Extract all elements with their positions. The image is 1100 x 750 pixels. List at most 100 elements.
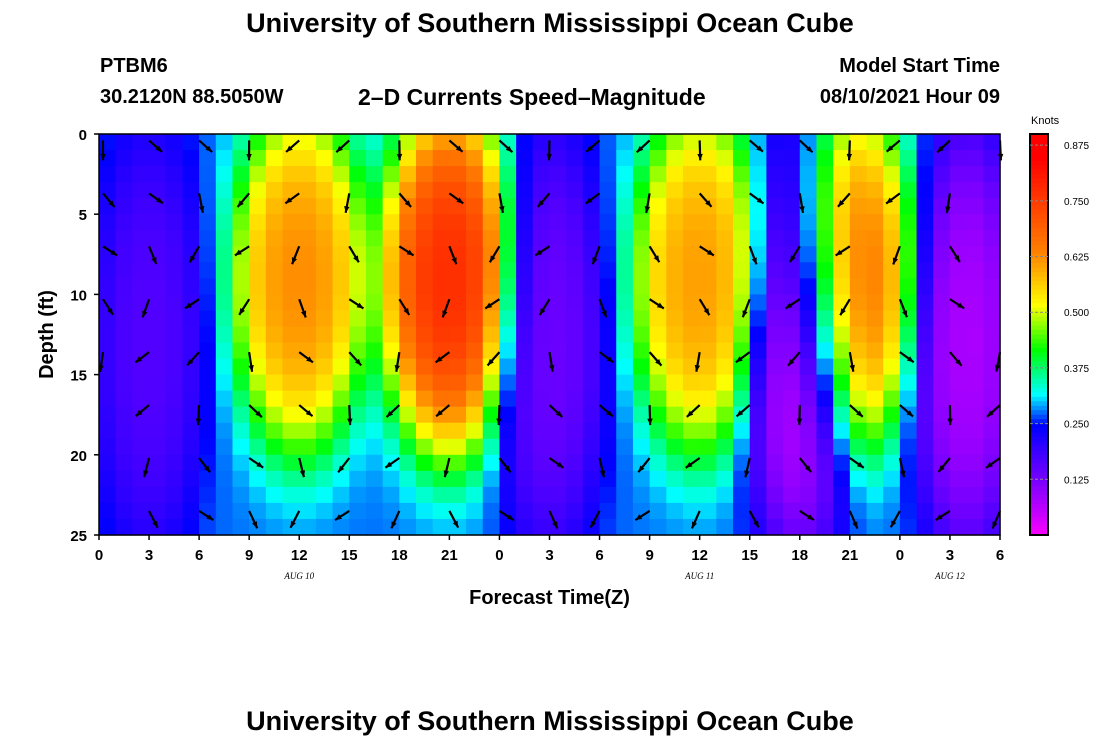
- heatmap-cell: [799, 438, 818, 456]
- heatmap-cell: [516, 470, 534, 488]
- heatmap-cell: [849, 166, 868, 183]
- heatmap-cell: [699, 518, 717, 536]
- heatmap-cell: [416, 262, 434, 279]
- heatmap-cell: [165, 326, 184, 344]
- heatmap-cell: [265, 502, 284, 520]
- heatmap-cell: [966, 374, 984, 392]
- heatmap-cell: [582, 502, 601, 520]
- heatmap-cell: [816, 518, 834, 536]
- heatmap-cell: [949, 182, 968, 199]
- heatmap-cell: [849, 246, 868, 263]
- heatmap-cell: [816, 134, 834, 151]
- heatmap-cell: [933, 390, 951, 408]
- colorbar-segment: [1030, 236, 1048, 242]
- heatmap-cell: [365, 278, 384, 295]
- heatmap-cell: [716, 374, 734, 392]
- heatmap-cell: [783, 454, 801, 472]
- heatmap-cell: [816, 390, 834, 408]
- heatmap-cell: [315, 246, 334, 263]
- heatmap-cell: [599, 502, 617, 520]
- heatmap-cell: [632, 374, 651, 392]
- heatmap-cell: [766, 454, 784, 472]
- heatmap-cell: [649, 358, 667, 376]
- heatmap-cell: [866, 422, 884, 440]
- heatmap-cell: [132, 310, 150, 328]
- heatmap-cell: [616, 166, 634, 183]
- heatmap-cell: [349, 390, 367, 408]
- heatmap-cell: [532, 358, 551, 376]
- heatmap-cell: [699, 278, 717, 295]
- current-arrowhead: [442, 310, 448, 318]
- heatmap-cell: [816, 342, 834, 360]
- x-tick-label: 15: [341, 547, 358, 564]
- heatmap-cell: [349, 246, 367, 263]
- heatmap-cell: [149, 502, 167, 520]
- heatmap-cell: [215, 422, 234, 440]
- heatmap-cell: [716, 150, 734, 167]
- heatmap-cell: [432, 246, 450, 263]
- heatmap-cell: [516, 214, 534, 231]
- heatmap-cell: [482, 182, 501, 199]
- heatmap-cell: [332, 486, 350, 504]
- heatmap-cell: [716, 198, 734, 215]
- heatmap-cell: [549, 374, 567, 392]
- heatmap-cell: [916, 374, 934, 392]
- heatmap-cell: [649, 518, 667, 536]
- current-arrowhead: [452, 520, 459, 528]
- heatmap-cell: [716, 246, 734, 263]
- heatmap-cell: [315, 326, 334, 344]
- heatmap-cell: [933, 502, 951, 520]
- heatmap-cell: [866, 374, 884, 392]
- current-arrowhead: [751, 257, 757, 265]
- heatmap-cell: [899, 310, 918, 328]
- heatmap-cell: [916, 470, 934, 488]
- colorbar-segment: [1030, 298, 1048, 304]
- heatmap-cell: [165, 294, 184, 312]
- heatmap-cell: [382, 390, 400, 408]
- heatmap-cell: [466, 342, 484, 360]
- heatmap-cell: [115, 310, 133, 328]
- heatmap-cell: [132, 438, 150, 456]
- heatmap-cell: [516, 374, 534, 392]
- heatmap-cell: [282, 150, 300, 167]
- current-arrowhead: [644, 206, 651, 213]
- heatmap-cell: [833, 406, 851, 424]
- heatmap-cell: [582, 342, 601, 360]
- heatmap-cell: [516, 486, 534, 504]
- heatmap-cell: [582, 326, 601, 344]
- current-arrowhead: [837, 200, 845, 207]
- heatmap-cell: [132, 518, 150, 536]
- heatmap-cell: [916, 230, 934, 247]
- heatmap-cell: [699, 438, 717, 456]
- heatmap-cell: [899, 438, 918, 456]
- heatmap-cell: [182, 406, 200, 424]
- heatmap-cell: [165, 518, 184, 536]
- current-arrowhead: [697, 153, 703, 161]
- heatmap-cell: [99, 406, 117, 424]
- current-arrowhead: [539, 308, 546, 316]
- heatmap-cell: [99, 166, 117, 183]
- heatmap-cell: [466, 166, 484, 183]
- heatmap-cell: [582, 230, 601, 247]
- current-arrowhead: [195, 418, 202, 426]
- heatmap-cell: [899, 262, 918, 279]
- heatmap-cell: [716, 422, 734, 440]
- heatmap-cell: [349, 470, 367, 488]
- heatmap-cell: [733, 518, 751, 536]
- heatmap-cell: [149, 390, 167, 408]
- heatmap-cell: [432, 262, 450, 279]
- colorbar-segment: [1030, 343, 1048, 349]
- current-arrowhead: [252, 521, 258, 529]
- colorbar-segment: [1030, 178, 1048, 184]
- heatmap-cell: [199, 294, 217, 312]
- current-arrowhead: [234, 249, 242, 256]
- current-arrowhead: [900, 470, 906, 478]
- heatmap-cell: [99, 326, 117, 344]
- heatmap-cell: [249, 278, 267, 295]
- heatmap-cell: [566, 326, 584, 344]
- heatmap-cell: [649, 342, 667, 360]
- heatmap-cell: [332, 518, 350, 536]
- heatmap-cell: [682, 230, 701, 247]
- heatmap-cell: [816, 230, 834, 247]
- heatmap-cell: [682, 390, 701, 408]
